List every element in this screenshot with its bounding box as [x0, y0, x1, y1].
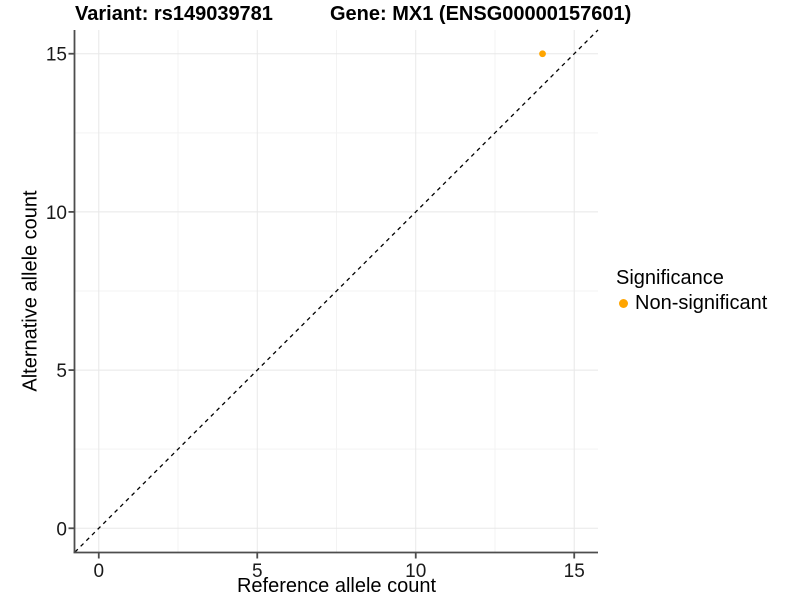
y-axis-title: Alternative allele count: [19, 190, 42, 392]
legend-item-label: Non-significant: [635, 292, 768, 314]
y-tick-label: 0: [56, 519, 67, 540]
legend-title: Significance: [616, 267, 724, 289]
legend: Significance Non-significant: [616, 266, 767, 315]
y-tick-label: 10: [46, 203, 67, 224]
plot-title-variant: Variant: rs149039781: [75, 3, 273, 25]
x-tick-label: 15: [564, 561, 585, 582]
x-axis-title: Reference allele count: [236, 575, 436, 597]
legend-point-icon: [619, 298, 628, 308]
legend-items: Non-significant: [616, 291, 767, 315]
x-tick-label: 10: [405, 561, 426, 582]
x-tick-label: 0: [93, 561, 104, 582]
legend-item: Non-significant: [616, 291, 767, 315]
data-point: [539, 50, 546, 58]
y-tick-label: 15: [46, 45, 67, 66]
y-tick-label: 5: [56, 361, 67, 382]
x-tick-label: 5: [252, 561, 263, 582]
identity-line: [74, 29, 599, 553]
plot-title-gene: Gene: MX1 (ENSG00000157601): [330, 3, 632, 25]
